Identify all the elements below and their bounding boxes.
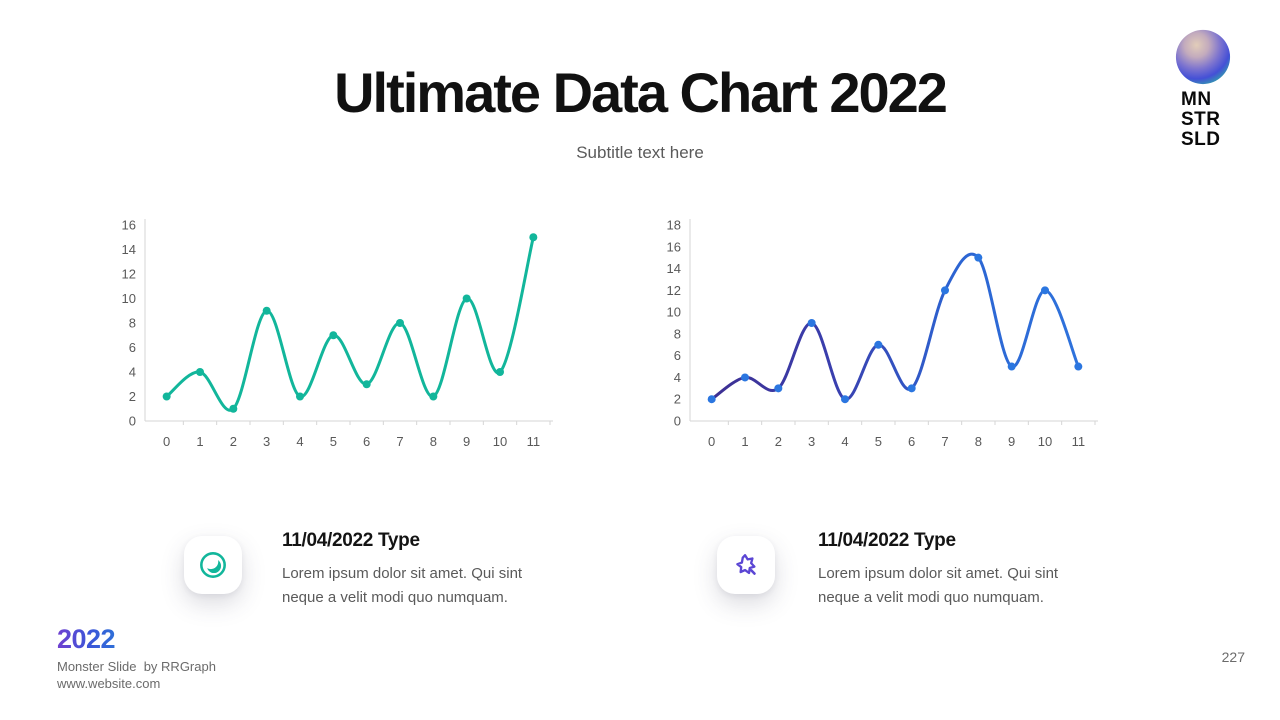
data-point	[741, 373, 749, 382]
logo-line: MN	[1181, 89, 1212, 110]
y-axis-label: 6	[129, 340, 136, 355]
y-axis-label: 2	[129, 389, 136, 404]
x-axis-label: 9	[463, 434, 470, 449]
y-axis-label: 2	[674, 392, 681, 407]
data-point	[396, 319, 404, 327]
callout-title: 11/04/2022 Type	[818, 530, 956, 551]
x-axis-label: 10	[1038, 434, 1052, 449]
data-point	[429, 392, 438, 401]
x-axis-label: 7	[396, 434, 403, 449]
y-axis-label: 14	[667, 261, 681, 276]
data-point	[941, 286, 949, 295]
logo-line: SLD	[1181, 129, 1221, 150]
x-axis-label: 0	[708, 434, 715, 449]
x-axis-label: 5	[330, 434, 337, 449]
slide-title: Ultimate Data Chart 2022	[334, 61, 948, 124]
x-axis-label: 6	[908, 434, 915, 449]
data-point	[974, 253, 983, 262]
data-point	[229, 404, 238, 413]
x-axis-label: 5	[875, 434, 882, 449]
data-point	[907, 384, 916, 393]
x-axis-label: 0	[163, 434, 170, 449]
data-point	[196, 368, 204, 376]
x-axis-label: 1	[741, 434, 748, 449]
footer-website: www.website.com	[57, 676, 161, 691]
callout-icon-card-right	[717, 536, 775, 594]
y-axis-label: 0	[674, 414, 681, 429]
data-point	[496, 368, 504, 376]
y-axis-label: 12	[667, 283, 681, 298]
sphere-logo-icon	[1175, 29, 1231, 85]
x-axis-label: 2	[230, 434, 237, 449]
y-axis-label: 10	[667, 305, 681, 320]
x-axis-label: 6	[363, 434, 370, 449]
callout-icon-card-left	[184, 536, 242, 594]
data-point	[1007, 362, 1016, 371]
y-axis-label: 16	[122, 218, 136, 233]
x-axis-label: 3	[263, 434, 270, 449]
callout-right: 11/04/2022 Type Lorem ipsum dolor sit am…	[818, 530, 1098, 610]
data-point	[874, 340, 883, 349]
y-axis-label: 14	[122, 242, 136, 257]
data-line	[710, 252, 1080, 401]
x-axis-label: 4	[296, 434, 303, 449]
callout-body: Lorem ipsum dolor sit amet. Qui sint neq…	[282, 565, 523, 606]
magic-star-icon	[736, 554, 756, 575]
y-axis-label: 4	[674, 370, 681, 385]
y-axis-label: 8	[674, 326, 681, 341]
callout-title: 11/04/2022 Type	[282, 530, 420, 551]
moon-icon	[200, 552, 226, 578]
y-axis-label: 8	[129, 316, 136, 331]
footer-credit: Monster Slide by RRGraph	[57, 659, 216, 674]
data-point	[841, 395, 849, 404]
x-axis-label: 9	[1008, 434, 1015, 449]
callout-left: 11/04/2022 Type Lorem ipsum dolor sit am…	[282, 530, 562, 610]
data-line	[165, 235, 535, 412]
data-point	[807, 319, 816, 327]
x-axis-label: 8	[975, 434, 982, 449]
data-point	[162, 392, 171, 401]
data-point	[707, 395, 716, 404]
x-axis-label: 7	[941, 434, 948, 449]
data-point	[1074, 362, 1083, 371]
x-axis-label: 2	[775, 434, 782, 449]
y-axis-label: 12	[122, 267, 136, 282]
brand-logo: MN STR SLD	[1172, 28, 1234, 150]
data-point	[1041, 286, 1049, 295]
x-axis-label: 10	[493, 434, 507, 449]
x-axis-label: 11	[527, 434, 541, 449]
data-point	[774, 384, 783, 393]
callout-body: Lorem ipsum dolor sit amet. Qui sint neq…	[818, 565, 1059, 606]
x-axis-label: 1	[196, 434, 203, 449]
x-axis-label: 8	[430, 434, 437, 449]
x-axis-label: 11	[1072, 434, 1086, 449]
data-point	[262, 306, 271, 315]
logo-line: STR	[1181, 109, 1221, 130]
data-point	[296, 392, 304, 401]
y-axis-label: 16	[667, 239, 681, 254]
y-axis-label: 18	[667, 218, 681, 233]
page-number: 227	[1221, 649, 1245, 665]
data-point	[329, 331, 338, 340]
data-point	[529, 233, 538, 242]
y-axis-label: 0	[129, 414, 136, 429]
data-point	[362, 380, 371, 389]
data-point	[462, 294, 471, 303]
y-axis-label: 6	[674, 348, 681, 363]
y-axis-label: 4	[129, 365, 136, 380]
logo-text: MN STR SLD	[1172, 90, 1234, 150]
slide-subtitle: Subtitle text here	[576, 143, 704, 162]
x-axis-label: 3	[808, 434, 815, 449]
x-axis-label: 4	[841, 434, 848, 449]
footer-year: 2022	[57, 624, 116, 654]
y-axis-label: 10	[122, 291, 136, 306]
